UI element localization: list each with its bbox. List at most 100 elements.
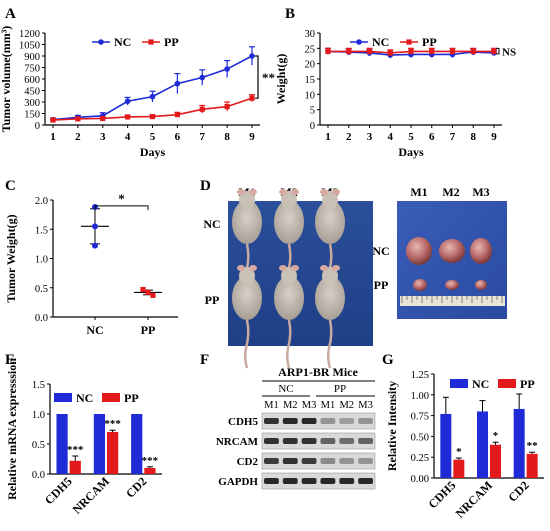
tumor-row-label: NC [372,244,389,258]
significance-stars: * [456,446,462,458]
blot-strip [261,452,376,470]
data-point-nc [224,66,230,72]
significance-stars: * [118,191,125,206]
data-point-pp [387,50,393,56]
x-tick-label: 6 [175,131,181,143]
legend-marker [356,39,362,45]
bar-nc [477,411,488,478]
blot-lane-label: M1 [264,400,279,411]
legend-marker [98,39,104,45]
panel-label-a: A [5,6,16,22]
x-axis-title: Days [398,145,424,159]
mouse-ear [279,265,287,271]
blot-band [358,478,373,484]
x-tick-label: 8 [471,131,477,143]
blot-strip [261,412,376,430]
mouse-head [281,267,297,285]
blot-lane-label: M3 [358,400,373,411]
mouse-ear [237,189,245,195]
x-tick-label: CDH5 [42,474,75,507]
data-point-pp [224,104,230,110]
chart-g-relative-intensity: 0.00 0.25 0.50 0.75 1.00 1.25 Relative Intensi… [385,370,544,521]
data-point-nc [174,80,181,87]
mouse-head [322,267,338,285]
blot-band [264,478,279,484]
blot-band [320,478,336,484]
y-tick-label: 0.0 [35,313,48,324]
y-tick-label: 25 [305,44,316,55]
y-tick-label: 1.5 [32,380,45,391]
y-tick-label: 2.0 [35,196,48,207]
tumor-nc [406,237,432,265]
y-tick-label: 1.0 [35,255,48,266]
blot-lane-label: M2 [283,400,298,411]
bar-nc [513,408,525,478]
x-tick-label: 9 [491,131,497,143]
mouse-ear [249,265,257,271]
tumor-pp [445,280,459,290]
data-point-pp [449,48,456,54]
mouse-body [232,200,262,244]
legend-swatch [450,379,468,388]
significance-stars: *** [67,444,84,456]
legend-label: NC [76,391,93,405]
data-point-pp [199,106,205,112]
data-point-pp [100,115,106,122]
blot-lane-label: M3 [302,400,317,411]
data-point-pp [470,48,476,54]
mice-photo: M1 M2 M3 NC PP [203,185,373,369]
western-blot: ARP1-BR Mice NC PP M1 M2 M3 M1 M2 M3CDH5NRCAM… [216,365,376,490]
y-tick-label: 0.00 [411,474,429,485]
blot-band [301,438,317,444]
x-tick-label: 1 [50,131,56,143]
x-axis-title: Days [140,145,166,159]
y-tick-label: 1200 [19,29,40,40]
data-point-pp [145,289,151,296]
panel-label-e: E [5,352,15,368]
blot-band [301,478,317,484]
blot-band [301,418,317,424]
x-tick-label: PP [141,323,156,337]
legend-label: PP [164,35,179,49]
y-axis-title: Tumor Weight(g) [4,214,18,302]
legend-marker [148,39,154,45]
panel-label-d: D [200,178,211,194]
y-tick-label: 0.0 [32,470,45,481]
blot-band [320,418,336,424]
tumor-row-label: PP [374,278,389,292]
y-tick-label: 20 [305,60,316,71]
mouse-ear [291,189,299,195]
tumor-col-label: M2 [442,185,459,199]
x-tick-label: 7 [200,131,206,143]
mouse-ear [332,265,340,271]
mouse-body [274,276,304,320]
mouse-body [315,200,345,244]
x-tick-label: 8 [224,131,230,143]
chart-b-weight: 0 5 10 15 20 25 30 1 2 3 4 5 6 7 8 9 Days Weight(g) NC PP NS [274,29,516,159]
y-tick-label: 5 [310,106,315,117]
tumor-col-label: M1 [410,185,427,199]
data-point-pp [325,48,331,54]
x-tick-label: 7 [450,131,456,143]
tumor-pp [475,280,487,290]
legend-label: NC [372,35,389,49]
x-tick-label: NRCAM [453,478,495,520]
blot-band [282,418,298,424]
bar-pp [69,460,81,474]
y-tick-label: 900 [24,52,40,63]
blot-band [282,438,298,444]
data-point-pp [429,48,435,54]
blot-strip [261,472,376,490]
bar-nc [56,414,68,474]
x-tick-label: 1 [325,131,331,143]
mouse-head [322,191,338,209]
bar-pp [526,453,538,478]
y-tick-label: 1.0 [32,410,45,421]
bar-nc [440,413,452,478]
blot-band [358,438,373,444]
data-point-nc [249,53,255,59]
data-point-nc [149,93,156,100]
bar-pp [453,459,465,478]
y-axis-title: Relative mRNA expresssion [5,358,19,500]
